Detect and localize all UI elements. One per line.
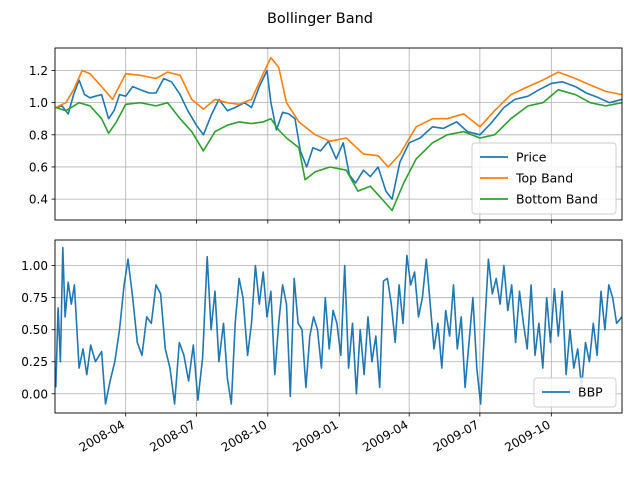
y-tick-label: 0.00 xyxy=(21,387,48,401)
x-tick-label: 2009-04 xyxy=(360,417,410,454)
x-tick-label: 2008-07 xyxy=(147,417,197,454)
y-tick-label: 0.4 xyxy=(29,193,48,207)
series-line-top-band xyxy=(55,56,623,168)
legend-box xyxy=(533,377,617,408)
axes-frame xyxy=(54,239,623,414)
series-line-price xyxy=(55,69,623,200)
axes-frame xyxy=(54,47,623,221)
y-tick-label: 0.50 xyxy=(21,323,48,337)
y-tick-label: 1.2 xyxy=(29,64,48,78)
legend-label: Price xyxy=(516,150,547,165)
y-tick-label: 0.8 xyxy=(29,128,48,142)
price-bands-panel: 0.4 0.6 0.8 1.0 1.2 Price Top Band Bottom Band xyxy=(29,47,623,224)
bbp-panel: 0.00 0.25 0.50 0.75 1.00 BBP xyxy=(21,239,623,417)
x-tick-label: 2009-10 xyxy=(502,417,552,454)
y-tick-label: 0.75 xyxy=(21,291,48,305)
y-tick-label: 1.0 xyxy=(29,96,48,110)
series-line-bottom-band xyxy=(55,89,623,212)
x-axis: 2008-04 2008-07 2008-10 2009-01 2009-04 2009-… xyxy=(77,417,553,454)
legend: Price Top Band Bottom Band xyxy=(471,142,617,215)
legend-box xyxy=(471,142,617,215)
y-tick-label: 1.00 xyxy=(21,259,48,273)
x-tick-label: 2009-01 xyxy=(290,417,340,454)
legend-label: Bottom Band xyxy=(516,192,598,207)
legend: BBP xyxy=(533,377,617,408)
x-tick-label: 2008-10 xyxy=(219,417,269,454)
x-tick-label: 2008-04 xyxy=(77,417,127,454)
legend-label: Top Band xyxy=(515,171,573,186)
x-tick-label: 2009-07 xyxy=(431,417,481,454)
y-tick-label: 0.25 xyxy=(21,355,48,369)
legend-label: BBP xyxy=(578,385,603,400)
chart-title: Bollinger Band xyxy=(267,11,373,27)
series-line-bbp xyxy=(55,246,623,405)
y-tick-label: 0.6 xyxy=(29,160,48,174)
